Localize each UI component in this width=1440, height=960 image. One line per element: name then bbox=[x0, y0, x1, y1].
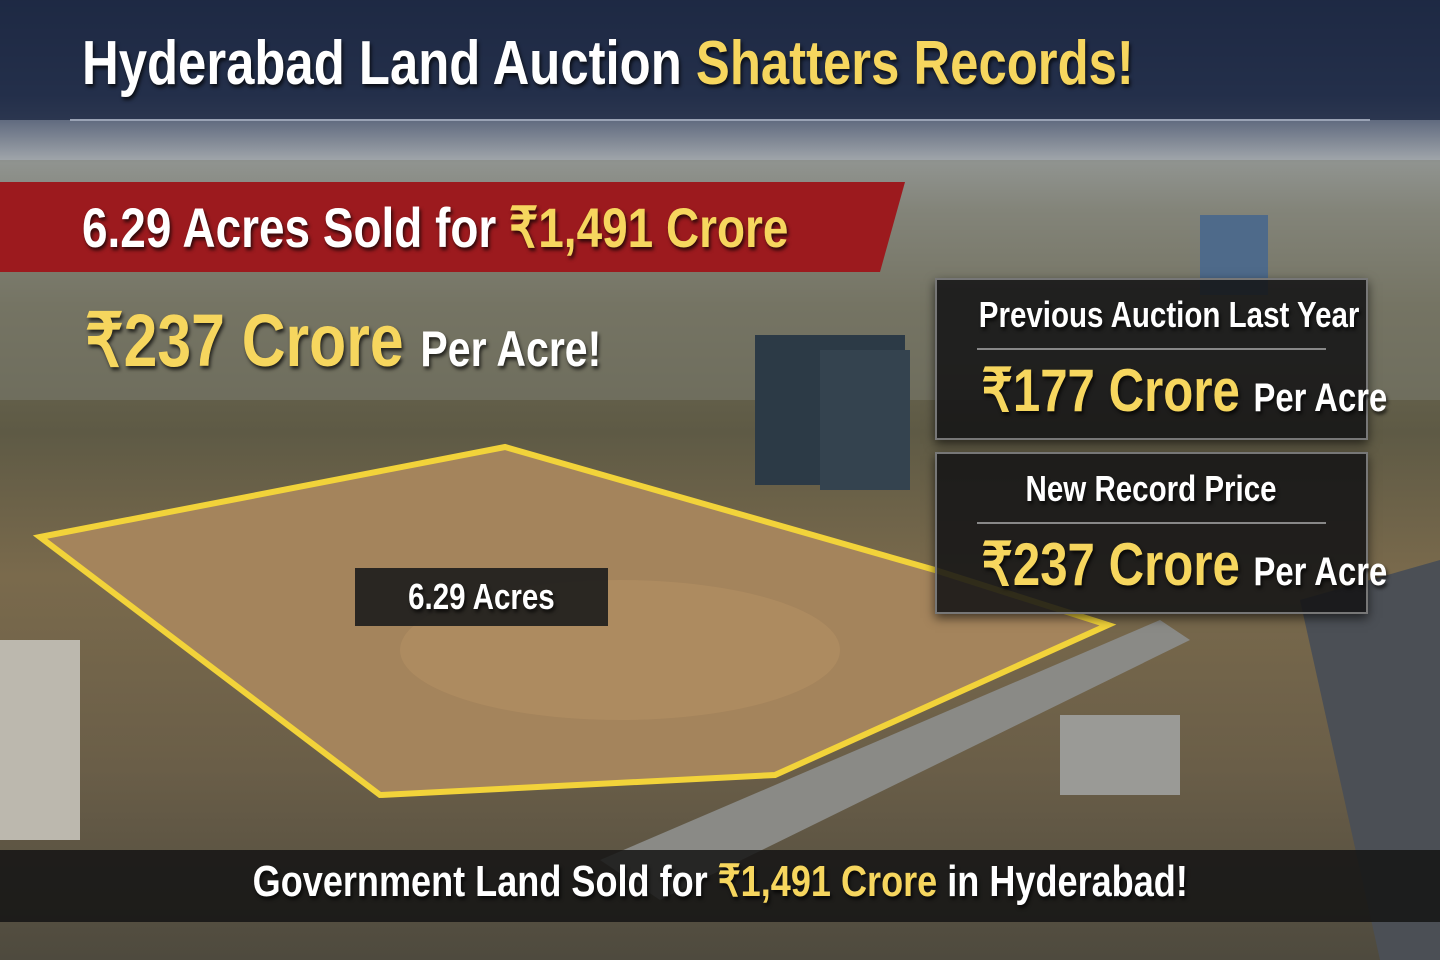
box-label-text: New Record Price bbox=[1025, 468, 1278, 509]
box-value-group: ₹177 Crore Per Acre bbox=[982, 356, 1388, 426]
plot-label-text: 6.29 Acres bbox=[408, 576, 555, 617]
box-value: ₹177 Crore Per Acre bbox=[937, 356, 1388, 426]
box-amount: ₹177 Crore bbox=[981, 357, 1240, 424]
banner: 6.29 Acres Sold for ₹1,491 Crore bbox=[82, 195, 944, 261]
box-label: Previous Auction Last Year bbox=[937, 294, 1366, 336]
box-label-text: Previous Auction Last Year bbox=[978, 294, 1360, 335]
title-highlight: Shatters Records! bbox=[695, 29, 1134, 98]
per-acre-highlight: ₹237 Crore bbox=[85, 299, 404, 382]
comparison-box: New Record Price ₹237 Crore Per Acre bbox=[935, 452, 1388, 614]
box-amount: ₹237 Crore bbox=[981, 531, 1240, 598]
footer-suffix: in Hyderabad! bbox=[947, 857, 1188, 906]
box-label: New Record Price bbox=[937, 468, 1366, 510]
box-divider bbox=[977, 348, 1326, 350]
footer: Government Land Sold for ₹1,491 Crore in… bbox=[0, 856, 1440, 907]
title: Hyderabad Land Auction Shatters Records! bbox=[82, 28, 1365, 99]
footer-text: Government Land Sold for bbox=[252, 857, 708, 906]
footer-highlight: ₹1,491 Crore bbox=[717, 857, 937, 906]
banner-highlight: ₹1,491 Crore bbox=[509, 196, 789, 259]
box-suffix: Per Acre bbox=[1253, 550, 1388, 594]
box-value-group: ₹237 Crore Per Acre bbox=[982, 530, 1388, 600]
box-value: ₹237 Crore Per Acre bbox=[937, 530, 1388, 600]
per-acre: ₹237 Crore Per Acre! bbox=[85, 298, 715, 384]
box-divider bbox=[977, 522, 1326, 524]
banner-text: 6.29 Acres Sold for bbox=[82, 196, 497, 259]
per-acre-suffix: Per Acre! bbox=[420, 321, 602, 377]
box-suffix: Per Acre bbox=[1253, 376, 1388, 420]
comparison-box: Previous Auction Last Year ₹177 Crore Per… bbox=[935, 278, 1388, 440]
plot-label: 6.29 Acres bbox=[355, 568, 608, 626]
title-text: Hyderabad Land Auction bbox=[82, 29, 682, 98]
